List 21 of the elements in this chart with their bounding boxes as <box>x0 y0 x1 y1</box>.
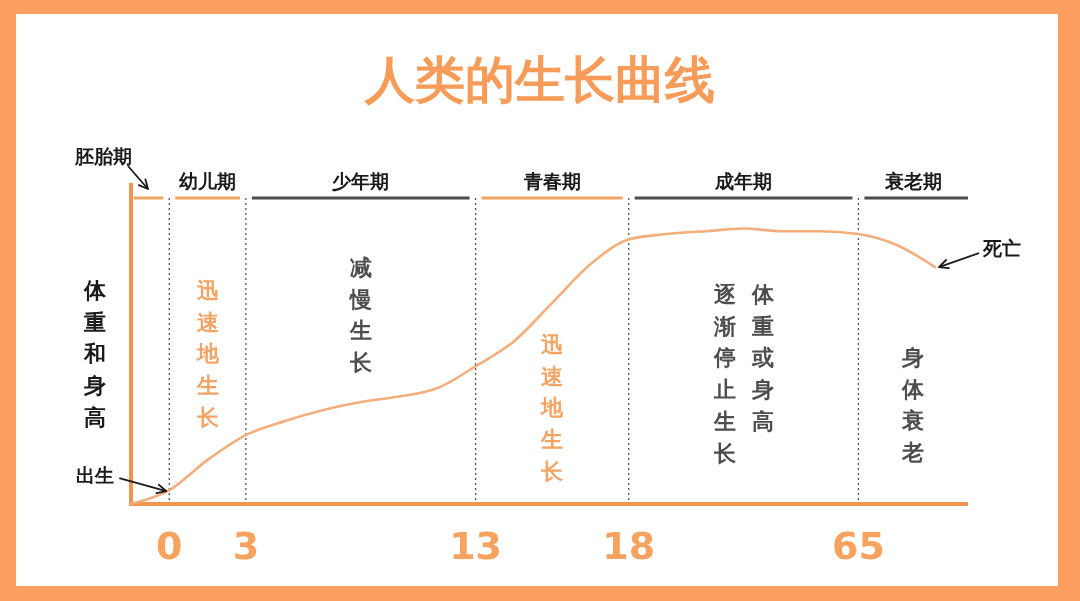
text: 少年期 <box>332 170 390 192</box>
text: 死亡 <box>982 237 1021 260</box>
x-tick-label: 13 <box>449 524 503 568</box>
text: 胚胎期 <box>74 145 132 167</box>
annotation: 体重或身高 <box>750 281 775 434</box>
text: 衰老期 <box>883 170 942 192</box>
x-tick-label: 3 <box>232 524 260 568</box>
annotation: 身体衰老 <box>901 344 926 465</box>
x-tick-label: 65 <box>831 524 885 568</box>
x-tick-label: 18 <box>602 524 656 568</box>
text: 幼儿期 <box>179 170 237 192</box>
annotation: 逐渐停止生长 <box>712 281 737 465</box>
annotation: 迅速地生长 <box>195 277 220 430</box>
chart-title: 人类的生长曲线 <box>364 51 715 109</box>
y-axis-title: 体重和身高 <box>83 277 107 430</box>
annotation: 减慢生长 <box>347 254 373 375</box>
annotation: 出生 <box>76 464 115 487</box>
text: 青春期 <box>522 170 581 192</box>
text: 成年期 <box>714 170 773 192</box>
x-tick-label: 0 <box>156 524 183 568</box>
annotation: 迅速地生长 <box>540 331 565 484</box>
